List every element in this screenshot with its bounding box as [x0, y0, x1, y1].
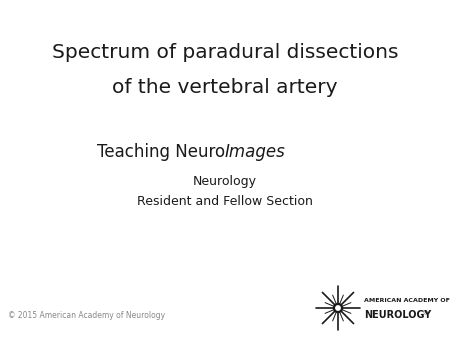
- Text: Images: Images: [225, 143, 286, 161]
- Text: AMERICAN ACADEMY OF: AMERICAN ACADEMY OF: [364, 298, 450, 303]
- Text: Neurology: Neurology: [193, 175, 257, 188]
- Text: Teaching Neuro: Teaching Neuro: [97, 143, 225, 161]
- Text: of the vertebral artery: of the vertebral artery: [112, 78, 338, 97]
- Text: NEUROLOGY: NEUROLOGY: [364, 310, 431, 320]
- Text: © 2015 American Academy of Neurology: © 2015 American Academy of Neurology: [8, 311, 165, 320]
- Circle shape: [336, 306, 340, 310]
- Text: Resident and Fellow Section: Resident and Fellow Section: [137, 195, 313, 208]
- Circle shape: [333, 304, 342, 313]
- Text: ®: ®: [422, 311, 427, 316]
- Text: Spectrum of paradural dissections: Spectrum of paradural dissections: [52, 43, 398, 62]
